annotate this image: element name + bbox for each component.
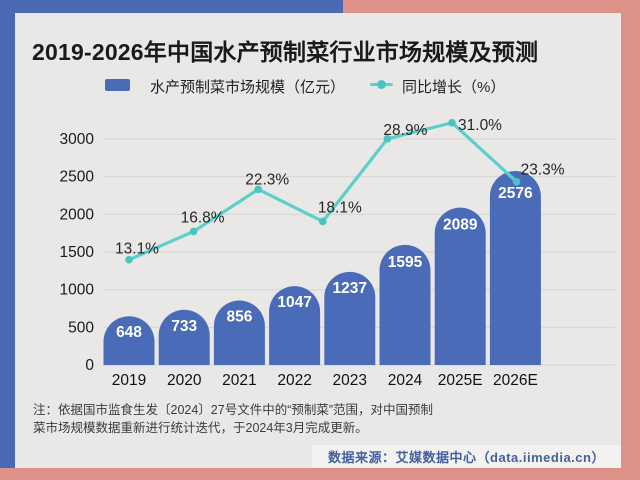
growth-point — [319, 217, 327, 226]
growth-value-label: 22.3% — [245, 171, 289, 188]
growth-value-label: 18.1% — [318, 199, 362, 216]
x-axis-label: 2019 — [112, 372, 146, 389]
data-source-strip: 数据来源：艾媒数据中心（data.iimedia.cn） — [312, 445, 621, 468]
bar-series-label: 水产预制菜市场规模（亿元） — [150, 79, 346, 96]
x-axis-label: 2021 — [222, 372, 256, 389]
bar-value-label: 648 — [116, 324, 142, 341]
x-axis-label: 2022 — [277, 372, 311, 389]
bar-2022 — [269, 286, 321, 365]
market-size-combo-chart: 0 500 1000 1500 2000 2500 3000 648 2019 733 2020 85… — [60, 117, 615, 389]
y-axis-tick-label: 2000 — [60, 206, 95, 223]
growth-point — [448, 118, 456, 127]
x-axis-label: 2020 — [167, 372, 202, 389]
growth-value-label: 13.1% — [115, 241, 159, 258]
line-series-label: 同比增长（%） — [402, 79, 506, 96]
bar-value-label: 1237 — [333, 280, 367, 297]
growth-point — [383, 135, 392, 143]
y-axis-tick-label: 2500 — [60, 169, 95, 186]
bar-2021 — [213, 300, 265, 365]
bar-value-label: 2576 — [498, 185, 533, 202]
x-axis-label: 2026E — [493, 372, 538, 389]
bar-series-swatch-icon — [105, 79, 130, 91]
growth-point — [189, 227, 198, 236]
footnote-line-1: 注：依据国市监食生发〔2024〕27号文件中的“预制菜”范围，对中国预制 — [33, 403, 434, 417]
x-axis-label: 2024 — [388, 372, 423, 389]
page-title: 2019-2026年中国水产预制菜行业市场规模及预测 — [32, 39, 539, 65]
growth-point — [125, 255, 133, 264]
y-axis-tick-label: 1500 — [60, 244, 95, 261]
top-accent-bar — [0, 0, 343, 13]
bar-value-label: 1595 — [388, 254, 423, 271]
x-axis-label: 2025E — [438, 372, 483, 389]
growth-value-label: 28.9% — [383, 122, 427, 139]
bar-2025E — [434, 207, 486, 365]
bar-value-label: 856 — [226, 309, 252, 326]
y-axis-tick-label: 500 — [68, 319, 94, 336]
footnote-line-2: 菜市场规模数据重新进行统计迭代，于2024年3月完成更新。 — [33, 421, 368, 435]
left-accent-bar — [0, 0, 15, 468]
growth-value-label: 31.0% — [458, 117, 502, 134]
growth-point — [254, 185, 262, 194]
data-source-text: 数据来源：艾媒数据中心（data.iimedia.cn） — [328, 450, 605, 465]
chart-card: 2019-2026年中国水产预制菜行业市场规模及预测 水产预制菜市场规模（亿元）… — [15, 13, 621, 468]
bar-2026E — [489, 170, 541, 365]
bar-2020 — [158, 309, 210, 365]
growth-value-label: 16.8% — [181, 209, 225, 226]
bar-value-label: 1047 — [277, 294, 311, 311]
y-axis-tick-label: 0 — [85, 357, 94, 374]
bar-2019 — [103, 316, 155, 365]
bar-2023 — [324, 271, 376, 365]
bar-value-label: 733 — [171, 318, 197, 335]
y-axis-tick-label: 3000 — [60, 131, 95, 148]
growth-value-label: 23.3% — [521, 162, 565, 179]
x-axis-label: 2023 — [333, 372, 367, 389]
growth-point — [512, 177, 521, 186]
line-series-dot-icon — [377, 80, 386, 89]
bar-2024 — [379, 244, 431, 365]
bar-value-label: 2089 — [443, 217, 478, 234]
y-axis-tick-label: 1000 — [60, 282, 95, 299]
